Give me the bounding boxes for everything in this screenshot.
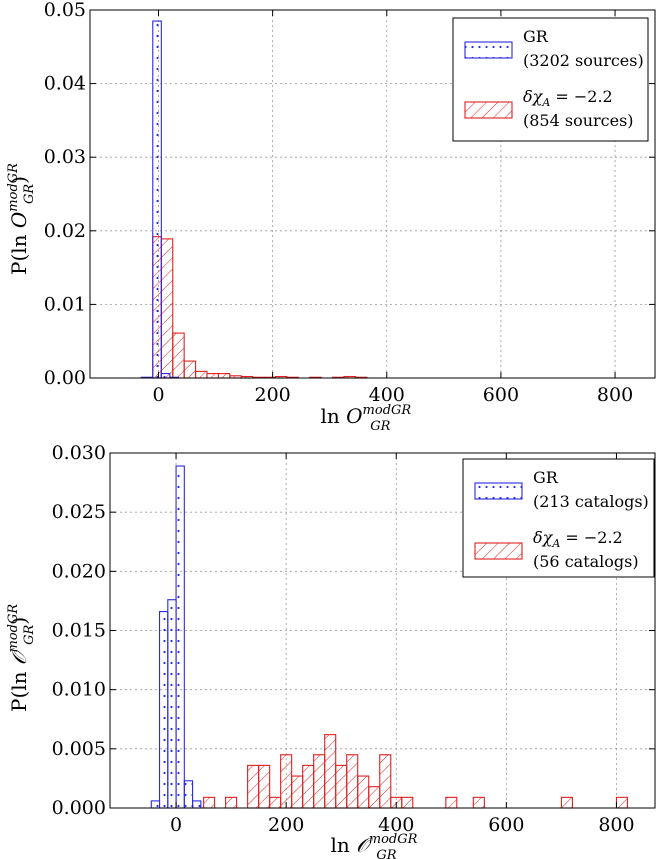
y-tick-label: 0.005 xyxy=(52,738,106,760)
x-tick-label: 800 xyxy=(598,814,634,836)
x-axis-label-text: ln 𝒪modGR GR xyxy=(331,832,418,859)
y-tick-label: 0.02 xyxy=(44,220,86,242)
legend-swatch xyxy=(474,542,523,560)
x-tick-label: 0 xyxy=(170,814,182,836)
legend-swatch xyxy=(464,101,513,119)
histogram-bar xyxy=(183,780,194,809)
ticks: 0 200 400 600 800 0.00 0.01 0.02 0.03 0.04 0.05 xyxy=(44,0,655,406)
y-tick-label: 0.025 xyxy=(52,501,106,523)
legend-swatch xyxy=(474,482,523,500)
bottom-histogram-panel: 0 200 400 600 800 0.000 0.005 0.010 0.015 0.020 0.… xyxy=(6,442,656,859)
histogram-bar xyxy=(346,754,359,809)
y-axis-label: P(ln OmodGRGR) xyxy=(6,163,37,275)
x-axis-label: ln 𝒪modGR GR xyxy=(331,832,418,859)
y-tick-label: 0.020 xyxy=(52,560,106,582)
x-tick-label: 600 xyxy=(488,814,524,836)
x-tick-label: 600 xyxy=(483,384,519,406)
y-tick-label: 0.03 xyxy=(44,146,86,168)
x-tick-label: 200 xyxy=(268,814,304,836)
histogram-bar xyxy=(302,764,315,809)
series-delta-chi xyxy=(152,236,368,379)
legend-series-name: GR xyxy=(523,27,549,46)
x-tick-label: 200 xyxy=(254,384,290,406)
legend: GR (213 catalogs) δχA = −2.2 (56 catalogs) xyxy=(462,458,655,578)
histogram-bar xyxy=(379,754,392,809)
x-tick-label: 400 xyxy=(378,814,414,836)
histogram-bar xyxy=(225,796,238,809)
y-tick-label: 0.05 xyxy=(44,0,86,21)
legend-series-name: δχA = −2.2 xyxy=(533,528,623,550)
legend-series-count: (854 sources) xyxy=(523,111,634,130)
y-axis-label: P(ln 𝒪modGRGR) xyxy=(6,604,37,712)
x-axis-label-text: ln OmodGR GR xyxy=(321,403,412,434)
y-axis-label-text: P(ln 𝒪modGRGR) xyxy=(6,604,37,712)
histogram-bar xyxy=(472,796,485,809)
series-gr xyxy=(150,465,202,809)
histogram-bar xyxy=(247,764,260,809)
histogram-bar xyxy=(313,754,326,809)
histogram-bar xyxy=(401,796,414,809)
y-tick-label: 0.00 xyxy=(44,367,86,389)
x-axis-label: ln OmodGR GR xyxy=(321,403,412,434)
legend-swatch xyxy=(464,41,513,59)
ticks: 0 200 400 600 800 0.000 0.005 0.010 0.015 0.020 0.… xyxy=(52,442,655,836)
histogram-bar xyxy=(203,796,216,809)
legend-series-count: (56 catalogs) xyxy=(533,552,639,571)
y-tick-label: 0.000 xyxy=(52,797,106,819)
y-tick-label: 0.030 xyxy=(52,442,106,464)
histogram-bar xyxy=(192,800,202,809)
histogram-bar xyxy=(158,611,169,809)
x-tick-label: 800 xyxy=(597,384,633,406)
legend-series-name: GR xyxy=(533,468,559,487)
legend: GR (3202 sources) δχA = −2.2 (854 sources) xyxy=(452,17,649,142)
x-tick-label: 400 xyxy=(369,384,405,406)
x-tick-label: 0 xyxy=(152,384,164,406)
legend-series-count: (213 catalogs) xyxy=(533,492,649,511)
histogram-bar xyxy=(368,786,381,809)
legend-box xyxy=(452,17,649,142)
series-delta-chi xyxy=(203,734,629,809)
histogram-bar xyxy=(175,465,185,809)
histogram-bar xyxy=(291,775,304,809)
histogram-bar xyxy=(183,360,197,379)
legend-series-count: (3202 sources) xyxy=(523,51,644,70)
histogram-bar xyxy=(206,373,219,379)
histogram-bar xyxy=(258,764,271,809)
histogram-bar xyxy=(269,796,282,809)
histogram-bar xyxy=(152,20,162,379)
histogram-bar xyxy=(324,734,337,809)
histogram-bar xyxy=(280,754,293,809)
histogram-bar xyxy=(167,599,177,809)
y-tick-label: 0.01 xyxy=(44,293,86,315)
plot-frame xyxy=(89,9,656,379)
y-axis-label-text: P(ln OmodGRGR) xyxy=(6,163,37,275)
y-tick-label: 0.010 xyxy=(52,679,106,701)
top-histogram-panel: 0 200 400 600 800 0.00 0.01 0.02 0.03 0.04 0.05 ln … xyxy=(6,0,656,434)
histogram-bar xyxy=(357,775,370,809)
legend-series-name: δχA = −2.2 xyxy=(523,87,613,109)
histogram-bar xyxy=(160,238,174,379)
y-tick-label: 0.04 xyxy=(44,73,86,95)
histogram-bar xyxy=(160,373,171,379)
histogram-bar xyxy=(150,800,161,809)
histogram-bar xyxy=(560,796,573,809)
histogram-bar xyxy=(195,370,208,379)
histogram-bar xyxy=(335,764,348,809)
histogram-bar xyxy=(445,796,458,809)
histogram-bar xyxy=(615,796,629,809)
y-tick-label: 0.015 xyxy=(52,620,106,642)
histogram-bar xyxy=(172,332,185,379)
histogram-bar xyxy=(217,373,231,379)
